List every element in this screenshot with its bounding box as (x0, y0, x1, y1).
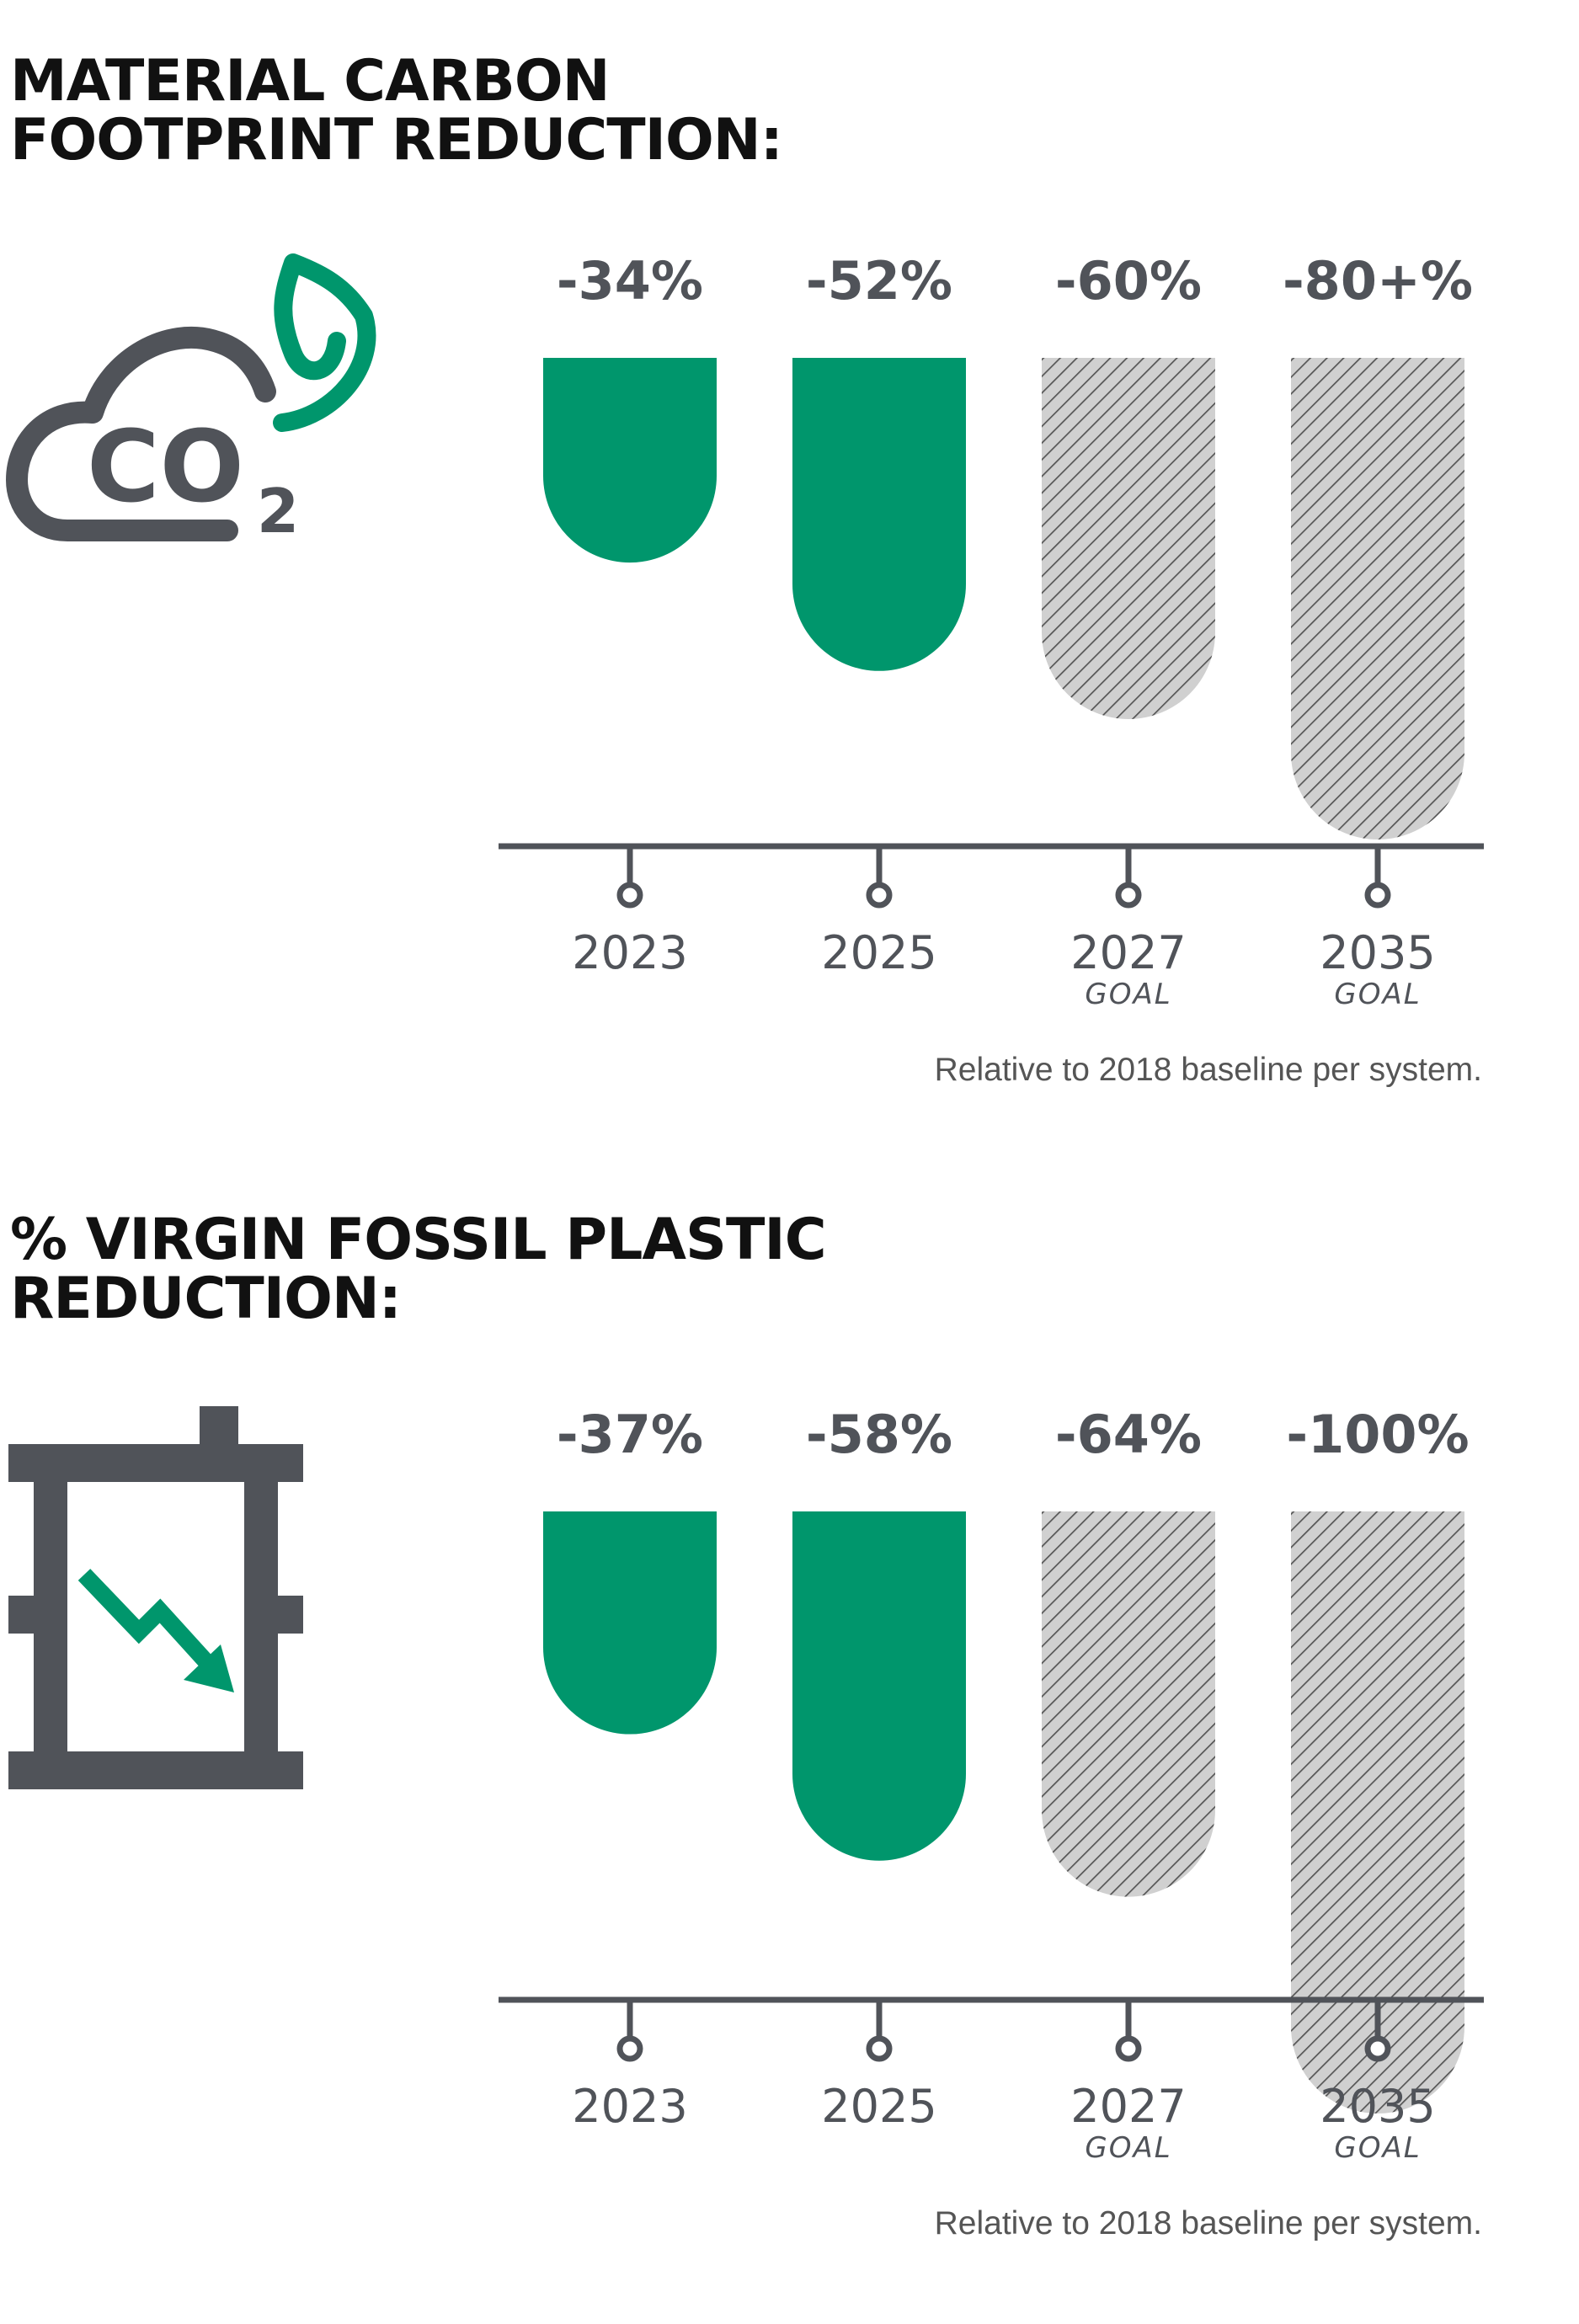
tick-sublabel: GOAL (1085, 978, 1171, 1011)
axis-tick-marker (1115, 882, 1142, 909)
achieved-bar (543, 1511, 717, 1735)
tick-label: 2023 (572, 926, 687, 979)
tick-sublabel: GOAL (1085, 2131, 1171, 2165)
axis-tick-marker (1364, 2035, 1391, 2062)
achieved-bar (792, 1511, 966, 1861)
footnote: Relative to 2018 baseline per system. (935, 2205, 1482, 2241)
title-line-2: REDUCTION: (10, 1266, 402, 1332)
bar-chart: -37%2023-58%2025-64%2027GOAL-100%2035GOA… (499, 1404, 1484, 2241)
tick-label: 2027 (1070, 926, 1186, 979)
tick-label: 2025 (821, 2080, 936, 2133)
achieved-bar (792, 358, 966, 671)
tick-label: 2025 (821, 926, 936, 979)
svg-text:CO: CO (87, 408, 244, 525)
goal-bar (1291, 358, 1464, 840)
goal-bar (1042, 1511, 1215, 1897)
chart-title: MATERIAL CARBON FOOTPRINT REDUCTION: (10, 48, 783, 173)
bar-chart: -34%2023-52%2025-60%2027GOAL-80+%2035GOA… (499, 250, 1484, 1088)
tick-label: 2023 (572, 2080, 687, 2133)
title-line-1: MATERIAL CARBON (10, 48, 611, 115)
value-label: -37% (557, 1404, 703, 1465)
value-label: -52% (806, 250, 952, 312)
achieved-bar (543, 358, 717, 563)
chart-section-plastic: % VIRGIN FOSSIL PLASTIC REDUCTION: -37% 2… (0, 1154, 1579, 2324)
oil-barrel-down-arrow-icon (8, 1406, 303, 1789)
value-label: -34% (557, 250, 703, 312)
tick-label: 2027 (1070, 2080, 1186, 2133)
axis-tick-marker (1115, 2035, 1142, 2062)
tick-label: 2035 (1320, 926, 1435, 979)
axis-tick-marker (616, 2035, 643, 2062)
axis-tick-marker (866, 2035, 893, 2062)
chart-section-carbon: MATERIAL CARBON FOOTPRINT REDUCTION: CO … (0, 0, 1579, 1154)
tick-label: 2035 (1320, 2080, 1435, 2133)
chart-title: % VIRGIN FOSSIL PLASTIC REDUCTION: (10, 1207, 827, 1332)
title-line-2: FOOTPRINT REDUCTION: (10, 107, 783, 173)
footnote: Relative to 2018 baseline per system. (935, 1052, 1482, 1088)
title-line-1: % VIRGIN FOSSIL PLASTIC (10, 1207, 827, 1273)
tick-sublabel: GOAL (1334, 978, 1421, 1011)
value-label: -100% (1286, 1404, 1469, 1465)
axis-tick-marker (616, 882, 643, 909)
axis-tick-marker (1364, 882, 1391, 909)
value-label: -58% (806, 1404, 952, 1465)
value-label: -60% (1055, 250, 1202, 312)
svg-text:2: 2 (257, 476, 299, 546)
value-label: -64% (1055, 1404, 1202, 1465)
goal-bar (1042, 358, 1215, 719)
goal-bar (1291, 1511, 1464, 2113)
value-label: -80+% (1283, 250, 1473, 312)
co2-leaf-cloud-icon: CO 2 (6, 253, 376, 546)
axis-tick-marker (866, 882, 893, 909)
tick-sublabel: GOAL (1334, 2131, 1421, 2165)
